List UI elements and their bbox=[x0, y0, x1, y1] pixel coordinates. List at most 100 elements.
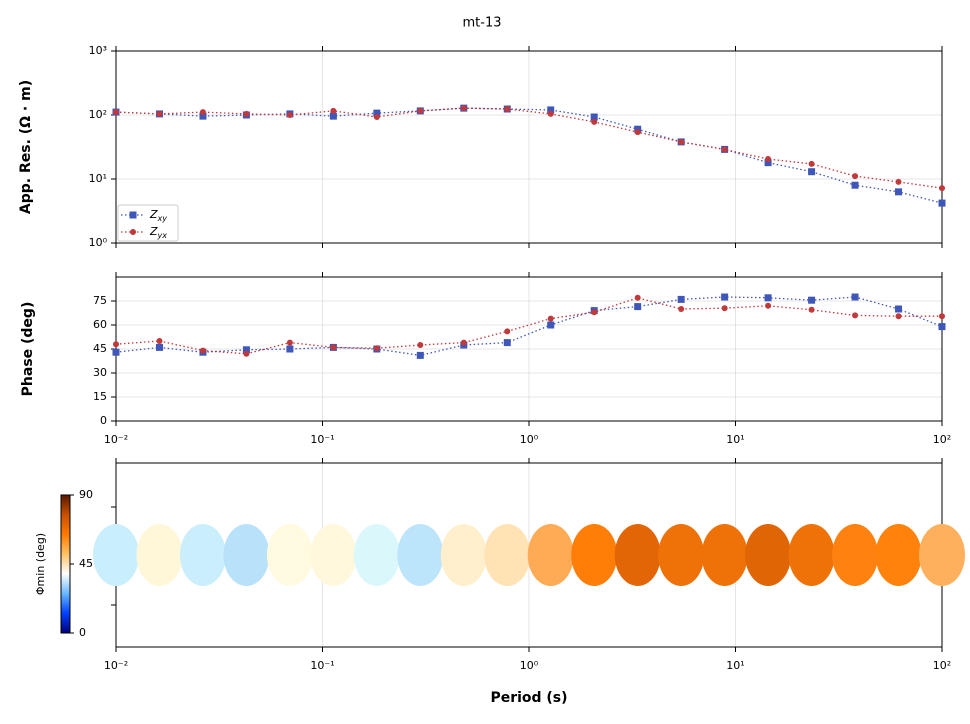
marker bbox=[895, 188, 903, 196]
marker bbox=[677, 295, 685, 303]
legend-marker bbox=[129, 211, 137, 219]
y-tick-label: 30 bbox=[93, 366, 107, 379]
marker bbox=[852, 173, 859, 180]
phase-ellipse bbox=[397, 524, 444, 586]
marker bbox=[156, 338, 163, 344]
phase-ellipse bbox=[571, 524, 618, 586]
marker bbox=[286, 339, 293, 346]
x-tick-label: 10⁻² bbox=[104, 433, 128, 446]
marker bbox=[591, 118, 598, 125]
y-axis-label: Phase (deg) bbox=[20, 302, 36, 397]
colorbar bbox=[60, 494, 71, 634]
marker bbox=[547, 321, 555, 329]
marker bbox=[591, 309, 598, 316]
y-tick-label: 60 bbox=[93, 318, 107, 331]
y-tick-label: 10¹ bbox=[89, 172, 107, 185]
phase-ellipse bbox=[788, 524, 835, 586]
marker bbox=[112, 348, 120, 356]
marker bbox=[765, 302, 772, 309]
marker bbox=[460, 339, 467, 346]
marker bbox=[895, 305, 903, 313]
phase-ellipse bbox=[440, 524, 487, 586]
phase-ellipse bbox=[875, 524, 922, 586]
phase-ellipse bbox=[745, 524, 792, 586]
x-tick-label: 10⁻¹ bbox=[310, 659, 334, 672]
marker bbox=[852, 312, 859, 319]
marker bbox=[373, 345, 380, 352]
legend: Zxy Zyx bbox=[117, 204, 179, 242]
marker bbox=[721, 305, 728, 312]
colorbar-tick-label: 45 bbox=[79, 557, 93, 570]
marker bbox=[634, 129, 641, 136]
phase-ellipse bbox=[266, 524, 313, 586]
marker bbox=[373, 109, 381, 117]
figure-title: mt-13 bbox=[463, 16, 502, 31]
y-tick-label: 10⁰ bbox=[89, 236, 108, 249]
marker bbox=[330, 107, 337, 114]
legend-marker bbox=[130, 229, 136, 235]
phase-ellipse bbox=[701, 524, 748, 586]
marker bbox=[460, 105, 467, 112]
marker bbox=[634, 294, 641, 301]
marker bbox=[678, 138, 685, 145]
marker bbox=[590, 113, 598, 121]
phase-ellipse bbox=[614, 524, 661, 586]
marker bbox=[373, 114, 380, 121]
phase-ellipse bbox=[93, 524, 139, 586]
marker bbox=[808, 168, 816, 176]
legend-label: Zyx bbox=[149, 225, 167, 240]
y-tick-label: 15 bbox=[93, 390, 107, 403]
marker bbox=[547, 106, 555, 114]
phase-ellipse bbox=[136, 524, 183, 586]
x-tick-label: 10² bbox=[933, 659, 951, 672]
x-tick-label: 10⁻¹ bbox=[310, 433, 334, 446]
marker bbox=[243, 350, 250, 357]
marker bbox=[547, 110, 554, 117]
marker bbox=[286, 112, 293, 118]
marker bbox=[764, 294, 772, 302]
x-tick-label: 10⁰ bbox=[520, 433, 539, 446]
legend-box bbox=[117, 204, 179, 242]
x-tick-label: 10⁻² bbox=[104, 659, 128, 672]
phase-ellipse bbox=[658, 524, 705, 586]
phase-ellipse bbox=[353, 524, 400, 586]
marker bbox=[851, 181, 859, 189]
marker bbox=[678, 306, 685, 312]
marker bbox=[764, 159, 772, 167]
marker bbox=[939, 185, 945, 192]
marker bbox=[417, 342, 424, 348]
marker bbox=[939, 313, 945, 320]
series-line bbox=[115, 107, 943, 204]
x-axis-label: Period (s) bbox=[490, 690, 567, 706]
colorbar-tick-label: 0 bbox=[79, 626, 86, 639]
marker bbox=[199, 347, 206, 354]
marker bbox=[895, 178, 902, 185]
x-tick-label: 10¹ bbox=[726, 433, 744, 446]
marker bbox=[721, 293, 729, 301]
x-tick-label: 10² bbox=[933, 433, 951, 446]
marker bbox=[938, 199, 946, 207]
phase-ellipse bbox=[919, 524, 965, 586]
y-tick-label: 45 bbox=[93, 342, 107, 355]
marker bbox=[113, 341, 119, 348]
marker bbox=[504, 328, 511, 335]
marker bbox=[808, 160, 815, 167]
marker bbox=[199, 112, 207, 120]
phase-ellipse bbox=[484, 524, 531, 586]
marker bbox=[113, 109, 119, 116]
y-tick-label: 10³ bbox=[89, 44, 107, 57]
marker bbox=[938, 323, 946, 331]
marker bbox=[503, 339, 511, 347]
colorbar-label: Φmin (deg) bbox=[34, 533, 47, 595]
marker bbox=[416, 351, 424, 359]
y-tick-label: 10² bbox=[89, 108, 107, 121]
marker bbox=[895, 313, 902, 320]
marker bbox=[155, 343, 163, 351]
phase-ellipse bbox=[832, 524, 879, 586]
phase-ellipse bbox=[310, 524, 357, 586]
marker bbox=[242, 346, 250, 354]
marker bbox=[243, 110, 250, 117]
marker bbox=[765, 156, 772, 163]
marker bbox=[721, 146, 728, 153]
